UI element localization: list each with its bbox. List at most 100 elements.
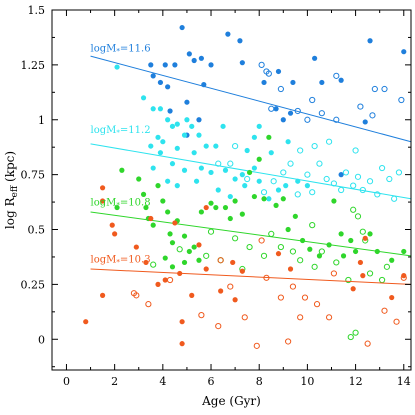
data-point-open [297, 257, 304, 264]
y-tick-label: 0 [38, 333, 45, 346]
data-point-filled [150, 222, 156, 228]
data-point-filled [230, 259, 236, 266]
data-point-filled [256, 123, 262, 129]
data-point-open [333, 116, 340, 123]
data-point-open [318, 110, 325, 117]
data-point-filled [280, 196, 286, 202]
data-point-open [207, 228, 215, 235]
data-point-filled [256, 156, 262, 162]
x-tick-label: 6 [208, 375, 215, 388]
data-point-open [277, 243, 284, 251]
data-point-filled [208, 62, 214, 68]
data-point-filled [220, 123, 226, 129]
data-point-filled [261, 196, 267, 202]
data-point-open [374, 191, 381, 198]
series-label-main: logM [91, 254, 117, 265]
data-point-open [381, 307, 388, 314]
data-point-open [369, 112, 376, 119]
data-point-filled [232, 198, 238, 204]
data-point-open [150, 261, 157, 268]
data-point-filled [239, 172, 245, 178]
data-point-open [311, 142, 318, 150]
data-point-filled [191, 150, 197, 156]
data-point-filled [304, 183, 310, 189]
series-label: logM*=10.8 [91, 197, 151, 209]
tick-layer: 0 2 4 6 8 10 12 14 0 0.25 0.5 0.75 1 1.25 1.5 [21, 4, 411, 388]
x-tick-label: 4 [159, 375, 166, 388]
data-point-filled [232, 176, 238, 182]
x-tick-label: 14 [397, 375, 411, 388]
data-point-filled [198, 55, 204, 61]
data-point-filled [261, 79, 267, 86]
data-point-filled [401, 248, 407, 255]
y-tick-label: 1.5 [28, 4, 46, 17]
data-point-open [325, 138, 333, 145]
data-point-open [260, 189, 268, 196]
y-axis-title-subscript: eff [10, 185, 20, 197]
data-point-filled [99, 198, 106, 204]
data-point-filled [331, 198, 337, 204]
data-point-filled [179, 341, 185, 347]
data-point-filled [189, 123, 195, 129]
data-point-open [366, 178, 374, 185]
data-point-open [381, 85, 388, 93]
data-point-filled [326, 242, 332, 248]
data-point-filled [287, 110, 294, 116]
data-point-filled [290, 79, 296, 86]
data-point-open [203, 252, 210, 259]
data-point-open [294, 191, 301, 198]
data-point-filled [208, 169, 214, 176]
data-point-filled [174, 183, 180, 189]
data-point-open [268, 105, 275, 112]
data-point-filled [157, 150, 164, 156]
data-point-open [309, 222, 316, 229]
x-tick-label: 8 [256, 375, 263, 388]
data-point-open [391, 195, 398, 202]
data-point-open [342, 169, 350, 176]
data-point-filled [165, 178, 171, 184]
data-point-open [294, 107, 301, 115]
data-point-filled [287, 266, 294, 272]
data-point-filled [186, 51, 192, 57]
data-point-filled [196, 132, 202, 138]
data-point-filled [155, 134, 161, 140]
data-point-filled [133, 244, 139, 250]
data-point-open [395, 169, 403, 176]
series-label-main: logM [91, 197, 117, 208]
data-point-filled [292, 213, 298, 219]
data-point-filled [191, 57, 197, 64]
x-tick-label: 12 [349, 375, 363, 388]
data-point-filled [362, 235, 368, 241]
data-point-filled [143, 259, 149, 266]
x-tick-label: 0 [63, 375, 70, 388]
data-point-filled [181, 132, 188, 138]
data-point-open [309, 96, 316, 104]
data-point-filled [157, 79, 164, 86]
data-point-filled [299, 237, 306, 244]
data-point-open [359, 228, 366, 235]
data-point-filled [222, 167, 229, 173]
data-point-filled [348, 237, 354, 244]
series-label: logM*=11.6 [91, 44, 151, 56]
data-point-open [289, 283, 297, 290]
data-point-filled [246, 169, 253, 176]
data-point-open [198, 312, 205, 319]
data-point-filled [251, 193, 257, 200]
data-point-filled [155, 281, 161, 287]
data-point-open [311, 263, 318, 270]
data-point-filled [222, 204, 229, 211]
series-label-subscript: * [116, 258, 120, 266]
x-tick-label: 10 [300, 375, 314, 388]
data-point-filled [160, 198, 166, 204]
data-point-filled [198, 209, 204, 215]
data-point-open [378, 164, 386, 172]
data-point-filled [184, 99, 190, 105]
data-point-open [330, 180, 337, 187]
data-point-filled [150, 165, 156, 171]
data-point-open [354, 213, 362, 220]
data-point-filled [266, 134, 272, 140]
data-point-open [145, 301, 152, 308]
series-label-value: =10.8 [120, 197, 151, 208]
data-point-open [166, 276, 174, 284]
